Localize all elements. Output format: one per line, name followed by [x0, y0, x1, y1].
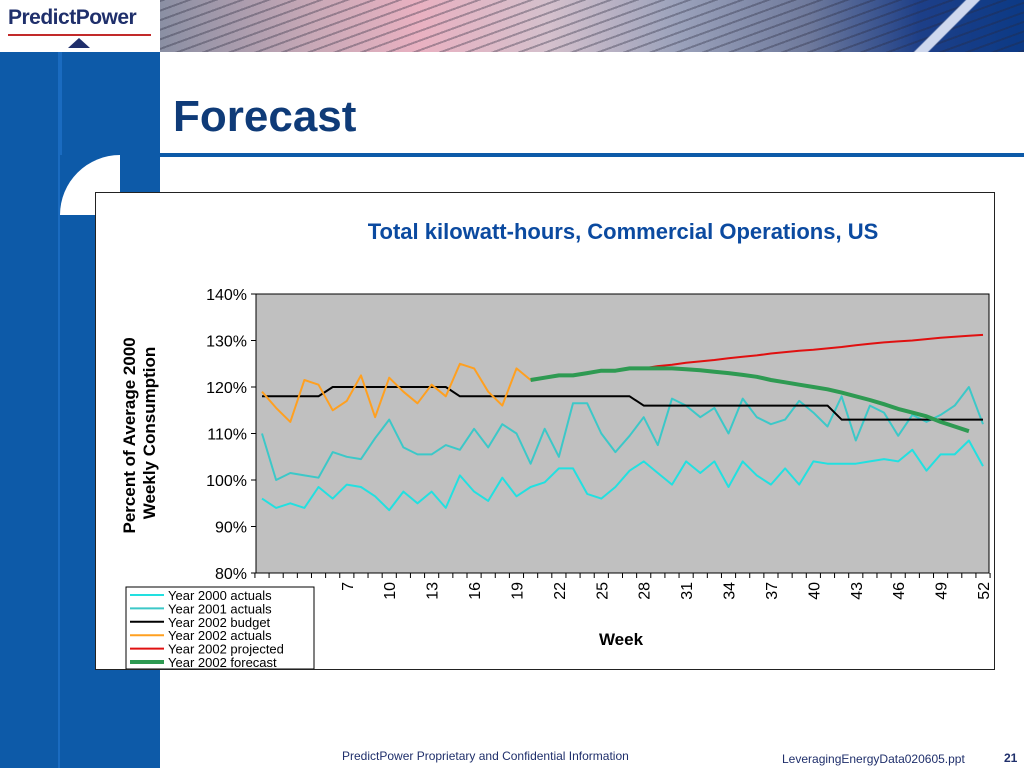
logo-text: PredictPower	[8, 6, 137, 29]
x-axis: 7 10 13 16 19 22 25 28 31 34 37 40 43 46 49 52	[254, 573, 993, 600]
x-tick-label: 10	[382, 582, 399, 600]
x-tick-label: 16	[467, 582, 484, 600]
y-tick-label: 80%	[215, 566, 247, 583]
y-axis-label: Percent of Average 2000 Weekly Consumpti…	[120, 333, 159, 534]
x-tick-label: 25	[594, 582, 611, 600]
chart: Total kilowatt-hours, Commercial Operati…	[120, 219, 993, 669]
title-rule	[160, 153, 1024, 157]
x-tick-label: 28	[637, 582, 654, 600]
chart-frame: Total kilowatt-hours, Commercial Operati…	[95, 192, 995, 670]
x-tick-label: 31	[679, 582, 696, 600]
y-tick-label: 100%	[206, 473, 247, 490]
y-axis-label-line1: Percent of Average 2000	[120, 337, 139, 533]
x-tick-label: 49	[934, 582, 951, 600]
series-line-2	[262, 386, 983, 421]
header-banner	[160, 0, 1024, 52]
logo-triangle-icon	[68, 38, 90, 48]
y-tick-label: 140%	[206, 287, 247, 304]
y-tick-label: 110%	[207, 427, 247, 444]
legend-label: Year 2001 actuals	[168, 601, 272, 616]
banner-wing	[874, 0, 1024, 52]
legend-label: Year 2002 actuals	[168, 628, 272, 643]
y-tick-label: 130%	[206, 334, 247, 351]
series-line-1	[261, 386, 984, 481]
series-line-0	[261, 439, 984, 512]
legend-label: Year 2000 actuals	[168, 588, 272, 603]
legend-label: Year 2002 projected	[168, 642, 284, 657]
plot-area	[255, 293, 990, 574]
y-tick-label: 120%	[206, 380, 247, 397]
series-line-3	[261, 362, 532, 423]
series-line-5	[530, 366, 970, 434]
chart-title: Total kilowatt-hours, Commercial Operati…	[368, 219, 879, 244]
x-tick-label: 52	[976, 582, 993, 600]
x-tick-label: 40	[806, 582, 823, 600]
x-tick-label: 37	[764, 582, 781, 600]
series-lines	[261, 333, 984, 512]
x-axis-label: Week	[599, 630, 644, 649]
legend-label: Year 2002 budget	[168, 615, 271, 630]
title-band	[160, 52, 1024, 155]
x-tick-label: 46	[891, 582, 908, 600]
legend-box	[125, 586, 315, 669]
x-tick-label: 22	[552, 582, 569, 600]
x-tick-label: 13	[425, 582, 442, 600]
footer-file: LeveragingEnergyData020605.ppt	[782, 752, 965, 766]
x-tick-label: 19	[509, 582, 526, 600]
legend-label: Year 2002 forecast	[168, 655, 277, 669]
x-tick-label: 43	[849, 582, 866, 600]
slide-title: Forecast	[173, 92, 357, 141]
x-tick-label: 34	[722, 582, 739, 600]
y-tick-label: 90%	[215, 520, 247, 537]
logo-underline	[8, 34, 151, 36]
y-axis: 80% 90% 100% 110% 120% 130% 140%	[206, 287, 256, 583]
logo: PredictPower	[0, 0, 160, 52]
footer-note: PredictPower Proprietary and Confidentia…	[342, 749, 629, 763]
footer-page-number: 21	[1004, 751, 1018, 765]
y-axis-label-line2: Weekly Consumption	[140, 347, 159, 520]
x-tick-label: 7	[340, 582, 357, 591]
